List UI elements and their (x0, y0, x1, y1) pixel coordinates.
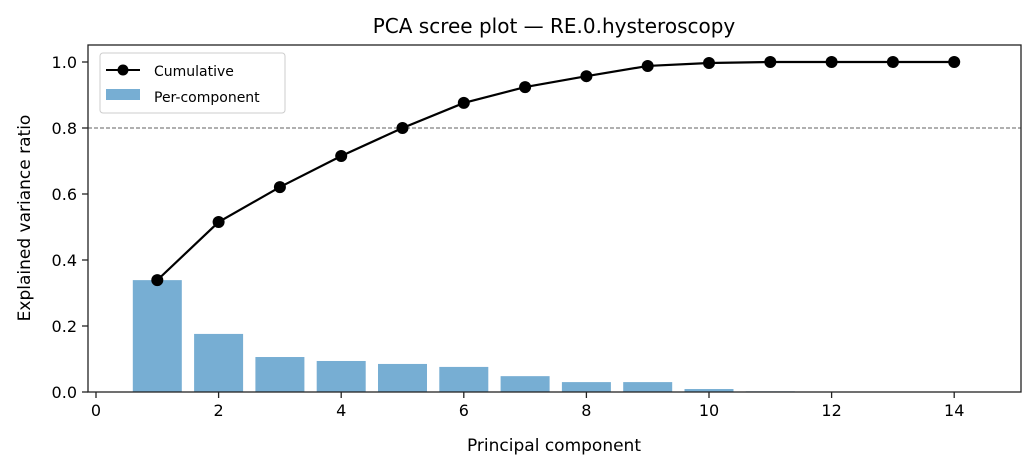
cumulative-point-6 (457, 96, 470, 109)
bar-pc-8 (561, 382, 611, 392)
cumulative-point-3 (273, 181, 286, 194)
y-tick-label: 0.2 (52, 317, 77, 336)
cumulative-line (156, 60, 955, 281)
bar-pc-5 (378, 363, 427, 392)
y-ticks: 0.0 0.2 0.4 0.6 0.8 1.0 (52, 53, 88, 402)
x-tick-label: 0 (91, 401, 101, 420)
legend: Cumulative Per-component (99, 52, 286, 114)
x-tick-label: 8 (581, 401, 591, 420)
y-axis-label: Explained variance ratio (15, 115, 35, 322)
legend-marker-swatch (117, 64, 129, 76)
y-tick-label: 1.0 (52, 53, 77, 72)
cumulative-line-group (151, 56, 961, 287)
bar-pc-6 (439, 366, 489, 392)
x-ticks: 0 2 4 6 8 10 12 14 (91, 392, 964, 420)
cumulative-point-9 (641, 59, 654, 72)
cumulative-point-5 (396, 122, 409, 134)
y-tick-label: 0.4 (52, 251, 77, 270)
bar-pc-10 (684, 389, 734, 392)
cumulative-point-11 (764, 56, 777, 68)
x-tick-label: 10 (699, 401, 719, 420)
legend-bar-swatch (106, 89, 140, 100)
cumulative-point-14 (948, 56, 961, 68)
legend-label-cumulative: Cumulative (154, 64, 234, 80)
cumulative-point-4 (335, 150, 348, 163)
y-tick-label: 0.8 (52, 119, 77, 138)
x-tick-label: 12 (821, 401, 841, 420)
legend-box (99, 52, 286, 114)
bar-pc-2 (194, 333, 244, 392)
y-tick-label: 0.6 (52, 185, 77, 204)
cumulative-point-10 (703, 56, 715, 69)
bar-pc-3 (255, 357, 305, 392)
bar-pc-4 (316, 360, 366, 392)
cumulative-point-13 (886, 56, 899, 68)
cumulative-point-2 (212, 216, 225, 229)
x-tick-label: 14 (944, 401, 964, 420)
cumulative-point-1 (151, 274, 164, 287)
x-axis-label: Principal component (467, 436, 641, 456)
bar-pc-7 (500, 376, 550, 392)
cumulative-point-8 (580, 70, 593, 83)
bar-pc-1 (132, 280, 182, 392)
x-tick-label: 2 (214, 401, 224, 420)
bars (132, 280, 795, 392)
y-tick-label: 0.0 (52, 383, 77, 402)
chart-title: PCA scree plot — RE.0.hysteroscopy (373, 14, 736, 38)
legend-label-per-component: Per-component (154, 90, 260, 106)
bar-pc-9 (623, 382, 673, 392)
x-tick-label: 6 (459, 401, 469, 420)
x-tick-label: 4 (336, 401, 346, 420)
axes-frame (87, 44, 1022, 393)
cumulative-point-7 (519, 81, 532, 94)
cumulative-point-12 (825, 56, 838, 68)
